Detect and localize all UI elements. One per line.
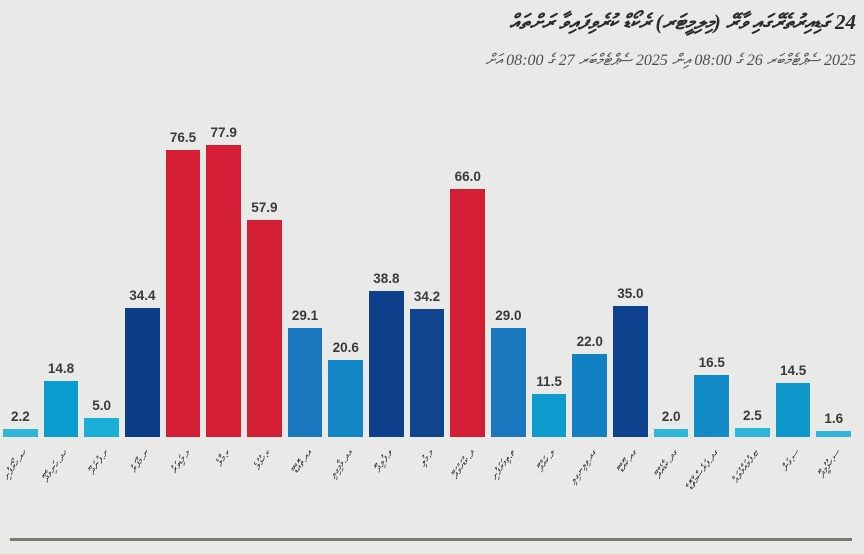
bar-column: 66.0 ދ.ކުޑަހުވަދޫ bbox=[449, 137, 486, 481]
x-axis-label: ހދ.ހަނިމާދޫ bbox=[39, 447, 71, 485]
bar-value-label: 38.8 bbox=[373, 271, 400, 286]
bar-column: 2.5 ޏ.ފުވައްމުލައް bbox=[731, 137, 770, 485]
bar bbox=[369, 291, 404, 437]
bar-column: 57.9 ކ.ހުޅުލެ bbox=[247, 137, 282, 472]
bar-value-label: 29.1 bbox=[291, 308, 319, 323]
bar-column: 5.0 ށ.ފުނަދޫ bbox=[84, 137, 120, 477]
bar-column: 29.1 އއ.ތޮއްޑޫ bbox=[287, 137, 323, 476]
bar-column: 77.9 ކ.މާލެ bbox=[206, 125, 242, 468]
bar-area: 2.2 ހއ.ހޯރަފުށި 14.8 ހދ.ހަނިމާދޫ 5.0 ށ.ފުނަދޫ… bbox=[1, 125, 852, 492]
bar-column: 29.0 ތ.ތިމަރަފުށި bbox=[489, 137, 526, 482]
bar-value-label: 5.0 bbox=[92, 398, 112, 413]
bar-column: 20.6 އދ.މާމިގިލި bbox=[327, 137, 364, 481]
bar bbox=[735, 428, 770, 437]
bar-value-label: 1.6 bbox=[824, 411, 844, 426]
bar bbox=[247, 220, 282, 437]
bar-column: 34.4 ނ.މާފަރު bbox=[125, 137, 160, 475]
bar bbox=[450, 189, 486, 437]
x-axis-label: ތ.ތިމަރަފުށި bbox=[488, 447, 519, 482]
x-axis-label: ލ.ކައްދޫ bbox=[534, 447, 559, 475]
bar-value-label: 35.0 bbox=[617, 286, 644, 301]
bar-value-label: 11.5 bbox=[536, 374, 562, 389]
x-axis-label: ސ.ހުޅުމީދޫ bbox=[815, 447, 844, 481]
x-axis-label: ޅ.މަޑިވަރު bbox=[167, 447, 193, 476]
bar-value-label: 76.5 bbox=[169, 130, 197, 145]
bar-column: 2.2 ހއ.ހޯރަފުށި bbox=[1, 137, 38, 482]
bar-column: 16.5 ގދ.ފަރެސްމާތޮޑާ bbox=[685, 137, 730, 492]
x-axis-label: ގދ.ފަރެސްމާތޮޑާ bbox=[684, 447, 722, 493]
bar-value-label: 2.2 bbox=[10, 409, 30, 424]
bar-value-label: 14.8 bbox=[47, 361, 75, 376]
bar-column: 1.6 ސ.ހުޅުމީދޫ bbox=[815, 137, 852, 480]
bar-value-label: 20.6 bbox=[332, 340, 359, 355]
x-axis-label: ނ.މާފަރު bbox=[127, 447, 153, 475]
bar-column: 14.5 ސ.ގަން bbox=[775, 137, 811, 474]
bottom-rule bbox=[10, 538, 852, 541]
bar bbox=[694, 375, 730, 437]
bar bbox=[531, 394, 567, 437]
bar-value-label: 2.0 bbox=[661, 409, 681, 424]
bar-value-label: 57.9 bbox=[251, 200, 278, 215]
bar bbox=[775, 383, 811, 437]
bar bbox=[653, 429, 689, 437]
bar-value-label: 14.5 bbox=[779, 363, 807, 378]
bar-value-label: 2.5 bbox=[743, 408, 762, 423]
bar bbox=[328, 360, 364, 437]
bar bbox=[491, 328, 526, 437]
bar bbox=[125, 308, 160, 437]
bar bbox=[287, 328, 323, 437]
bar-column: 35.0 ގއ.ކޫއްޑޫ bbox=[613, 137, 648, 475]
x-axis-label: ޏ.ފުވައްމުލައް bbox=[730, 447, 763, 486]
x-axis-label: މ.މުލި bbox=[416, 447, 437, 469]
bar bbox=[409, 309, 445, 437]
bar-column: 22.0 ގއ.ވިލިނގިލި bbox=[567, 137, 608, 487]
x-axis-label: ކ.ހުޅުލެ bbox=[251, 447, 275, 472]
bar bbox=[572, 354, 608, 437]
bar-column: 11.5 ލ.ކައްދޫ bbox=[531, 137, 567, 474]
x-axis-label: ށ.ފުނަދޫ bbox=[85, 447, 112, 477]
x-axis-label: ގއ.ވިލިނގިލި bbox=[566, 447, 600, 487]
bar-column: 34.2 މ.މުލި bbox=[409, 137, 445, 469]
bar-column: 14.8 ހދ.ހަނިމާދޫ bbox=[40, 137, 79, 484]
bar bbox=[165, 150, 201, 437]
bar-value-label: 34.4 bbox=[129, 288, 156, 303]
chart-subtitle: 2025 ސެޕްޓެމްބަރ 26 ގެ 08:00 އިން 2025 ސ… bbox=[485, 52, 856, 69]
bar-column: 38.8 ވ.ފުލިދޫ bbox=[369, 137, 404, 474]
x-axis-label: ގދ.ކާޑެއްދޫ bbox=[652, 447, 681, 482]
x-axis-label: އދ.މާމިގިލި bbox=[326, 447, 356, 482]
bar-value-label: 22.0 bbox=[576, 334, 603, 349]
bar bbox=[816, 431, 852, 437]
bar-column: 76.5 ޅ.މަޑިވަރު bbox=[165, 130, 201, 476]
x-axis-label: އއ.ތޮއްޑޫ bbox=[289, 447, 315, 476]
bar bbox=[613, 306, 648, 437]
bar bbox=[43, 381, 79, 437]
x-axis-label: ކ.މާލެ bbox=[213, 447, 234, 469]
x-axis-label: ހއ.ހޯރަފުށި bbox=[0, 447, 31, 482]
bar-value-label: 77.9 bbox=[210, 125, 237, 140]
bar-column: 2.0 ގދ.ކާޑެއްދޫ bbox=[652, 137, 689, 481]
bar-value-label: 66.0 bbox=[454, 169, 481, 184]
chart-title: 24 ގަޑިއިރުތެރޭގައި ވާރޭ (މިލިމީޓަރ) ރެކ… bbox=[509, 10, 856, 34]
bar bbox=[206, 145, 242, 437]
x-axis-label: ގއ.ކޫއްޑޫ bbox=[615, 447, 641, 475]
x-axis-label: ސ.ގަން bbox=[779, 447, 803, 474]
bar-value-label: 34.2 bbox=[413, 289, 441, 304]
x-axis-label: ދ.ކުޑަހުވަދޫ bbox=[448, 447, 478, 482]
bar bbox=[3, 429, 38, 437]
bar-value-label: 29.0 bbox=[495, 308, 522, 323]
bar bbox=[84, 418, 120, 437]
x-axis-label: ވ.ފުލިދޫ bbox=[372, 447, 397, 475]
bar-value-label: 16.5 bbox=[698, 355, 725, 370]
